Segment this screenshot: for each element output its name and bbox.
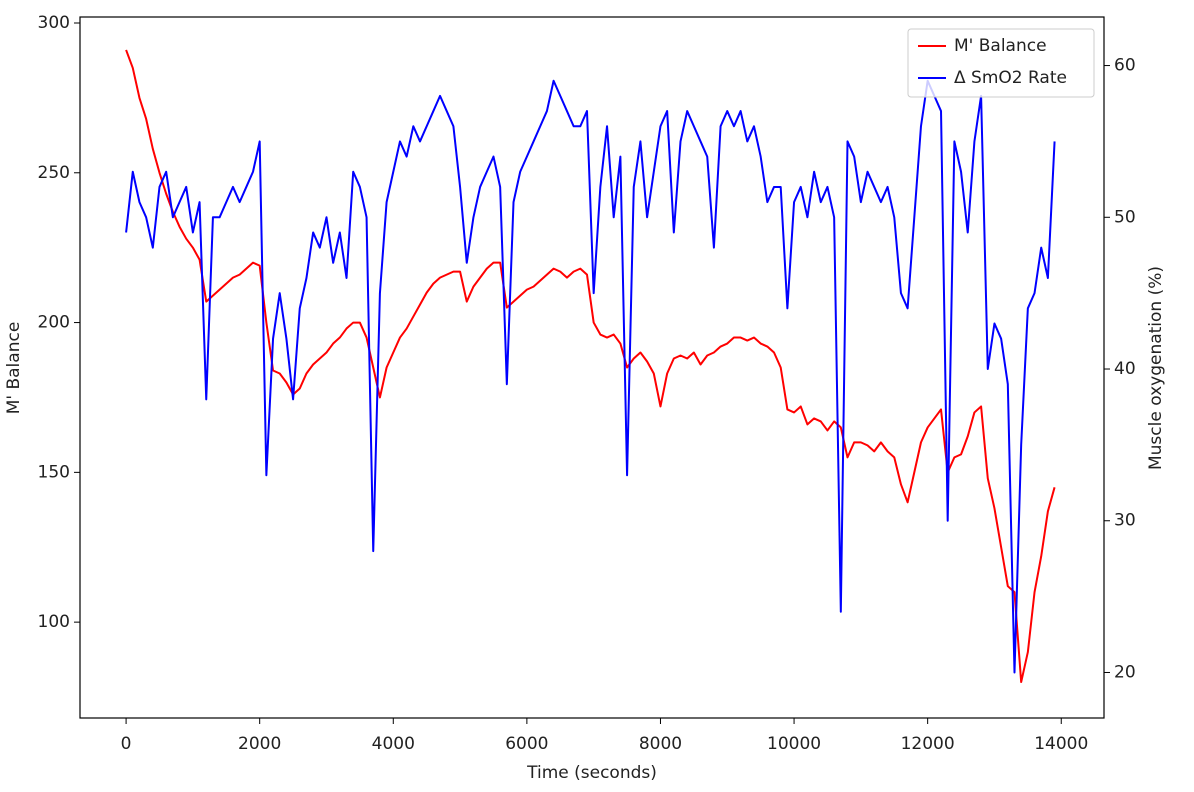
legend: M' Balance Δ SmO2 Rate [907, 28, 1095, 98]
y-tick-label: 200 [38, 313, 70, 333]
legend-box [907, 28, 1095, 98]
legend-label: M' Balance [954, 36, 1047, 56]
x-axis-label: Time (seconds) [526, 763, 657, 783]
y-axis-label: M' Balance [4, 322, 24, 415]
y2-tick-label: 60 [1114, 56, 1136, 76]
x-tick-label: 6000 [505, 734, 548, 754]
y-tick-label: 250 [38, 163, 70, 183]
y-tick-label: 150 [38, 462, 70, 482]
data-line [125, 49, 1056, 684]
y-tick-label: 100 [38, 612, 70, 632]
x-tick-label: 14000 [1034, 734, 1088, 754]
data-line [125, 79, 1056, 674]
x-tick-label: 0 [121, 734, 132, 754]
x-tick-label: 12000 [901, 734, 955, 754]
y2-tick-label: 40 [1114, 359, 1136, 379]
y2-tick-label: 50 [1114, 207, 1136, 227]
y2-axis-label: Muscle oxygenation (%) [1146, 266, 1166, 470]
x-tick-label: 10000 [767, 734, 821, 754]
legend-label: Δ SmO2 Rate [954, 68, 1067, 88]
x-tick-label: 8000 [639, 734, 682, 754]
x-tick-label: 4000 [372, 734, 415, 754]
x-tick-label: 2000 [238, 734, 281, 754]
plot-frame [79, 16, 1105, 719]
y2-tick-label: 20 [1114, 662, 1136, 682]
y2-tick-label: 30 [1114, 511, 1136, 531]
y-tick-label: 300 [38, 13, 70, 33]
